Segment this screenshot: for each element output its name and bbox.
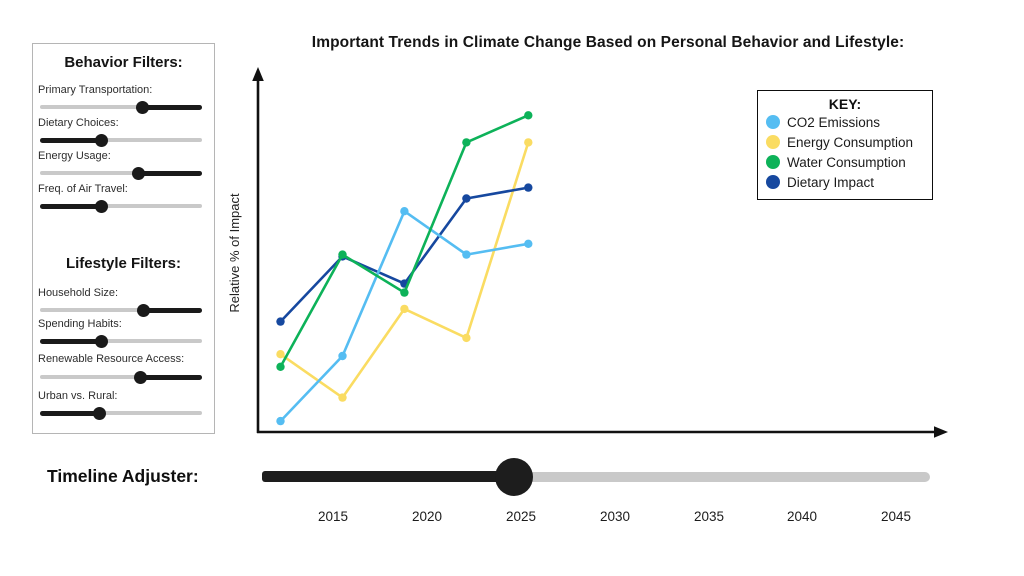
slider-track — [40, 308, 202, 312]
y-axis-arrowhead — [252, 67, 264, 81]
slider-fill — [140, 374, 202, 380]
co2-emissions-dot-icon — [766, 115, 780, 129]
slider-knob[interactable] — [95, 334, 109, 348]
data-point — [462, 194, 471, 203]
slider-knob[interactable] — [95, 133, 109, 147]
slider-track — [40, 339, 202, 343]
x-tick-label: 2015 — [317, 509, 349, 524]
x-tick-label: 2030 — [599, 509, 631, 524]
data-point — [400, 288, 409, 297]
slider-knob[interactable] — [135, 100, 149, 114]
data-point — [276, 350, 285, 359]
legend-item: Dietary Impact — [758, 172, 932, 192]
slider-track — [40, 375, 202, 379]
energy-usage-slider[interactable] — [40, 166, 202, 180]
renewable-resource-access-label: Renewable Resource Access: — [38, 353, 185, 365]
x-tick-label: 2035 — [693, 509, 725, 524]
dietary-choices-slider[interactable] — [40, 133, 202, 147]
data-point — [462, 333, 471, 343]
slider-fill — [143, 307, 202, 313]
slider-knob[interactable] — [95, 199, 109, 213]
data-point — [276, 317, 285, 326]
x-axis-arrowhead — [934, 426, 948, 438]
x-axis-tick-labels: 2015 2020 2025 2030 2035 2040 2045 — [0, 509, 1024, 529]
slider-fill — [40, 410, 100, 416]
freq-air-travel-slider[interactable] — [40, 199, 202, 213]
renewable-resource-access-slider[interactable] — [40, 370, 202, 384]
slider-knob[interactable] — [133, 370, 147, 384]
timeline-track[interactable] — [262, 472, 930, 482]
data-point — [462, 138, 471, 147]
primary-transportation-label: Primary Transportation: — [38, 84, 153, 96]
slider-fill — [40, 203, 102, 209]
data-point — [338, 351, 347, 361]
dietary-choices-label: Dietary Choices: — [38, 117, 119, 129]
legend-item: Water Consumption — [758, 152, 932, 172]
x-tick-label: 2040 — [786, 509, 818, 524]
urban-vs-rural-label: Urban vs. Rural: — [38, 390, 118, 402]
x-tick-label: 2025 — [505, 509, 537, 524]
filters-panel: Behavior Filters: Primary Transportation… — [32, 43, 215, 434]
co2-emissions-line — [279, 209, 529, 422]
data-point — [524, 111, 533, 120]
energy-consumption-dot-icon — [766, 135, 780, 149]
legend-item-label: Dietary Impact — [787, 174, 875, 190]
water-consumption-dot-icon — [766, 155, 780, 169]
behavior-filters-heading: Behavior Filters: — [64, 54, 183, 71]
spending-habits-label: Spending Habits: — [38, 318, 122, 330]
lifestyle-filters-heading: Lifestyle Filters: — [65, 255, 182, 272]
household-size-label: Household Size: — [38, 287, 119, 299]
x-tick-label: 2045 — [880, 509, 912, 524]
legend-item: CO2 Emissions — [758, 112, 932, 132]
primary-transportation-slider[interactable] — [40, 100, 202, 114]
data-point — [524, 239, 533, 248]
household-size-slider[interactable] — [40, 303, 202, 317]
data-point — [338, 393, 347, 402]
timeline-knob[interactable] — [494, 458, 533, 496]
legend-title: KEY: — [828, 96, 862, 112]
legend-box: KEY: CO2 Emissions Energy Consumption Wa… — [757, 90, 933, 200]
slider-knob[interactable] — [132, 166, 146, 180]
slider-fill — [138, 170, 202, 176]
timeline-fill — [262, 471, 514, 482]
spending-habits-slider[interactable] — [40, 334, 202, 348]
data-point — [400, 304, 409, 314]
data-point — [524, 183, 533, 192]
data-point — [338, 250, 347, 259]
slider-knob[interactable] — [93, 406, 107, 420]
slider-track — [40, 105, 202, 109]
data-point — [276, 416, 285, 426]
x-tick-label: 2020 — [411, 509, 443, 524]
data-point — [462, 250, 471, 259]
legend-item-label: Water Consumption — [787, 154, 906, 170]
slider-fill — [142, 104, 202, 110]
dietary-impact-dot-icon — [766, 175, 780, 189]
legend-item-label: CO2 Emissions — [787, 114, 881, 130]
data-point — [276, 362, 285, 371]
slider-fill — [40, 137, 102, 143]
water-consumption-line — [279, 114, 529, 368]
slider-track — [40, 411, 202, 415]
freq-air-travel-label: Freq. of Air Travel: — [38, 183, 128, 195]
slider-track — [40, 171, 202, 175]
slider-track — [40, 138, 202, 142]
urban-vs-rural-slider[interactable] — [40, 406, 202, 420]
energy-consumption-line — [279, 142, 530, 399]
data-point — [400, 207, 409, 216]
legend-item: Energy Consumption — [758, 132, 932, 152]
slider-track — [40, 204, 202, 208]
slider-knob[interactable] — [137, 303, 151, 317]
slider-fill — [40, 338, 102, 344]
legend-item-label: Energy Consumption — [787, 134, 914, 150]
energy-usage-label: Energy Usage: — [38, 150, 111, 162]
page-title: Important Trends in Climate Change Based… — [311, 34, 905, 51]
timeline-adjuster-label: Timeline Adjuster: — [47, 466, 199, 486]
timeline-slider[interactable] — [262, 457, 930, 497]
data-point — [524, 138, 533, 147]
